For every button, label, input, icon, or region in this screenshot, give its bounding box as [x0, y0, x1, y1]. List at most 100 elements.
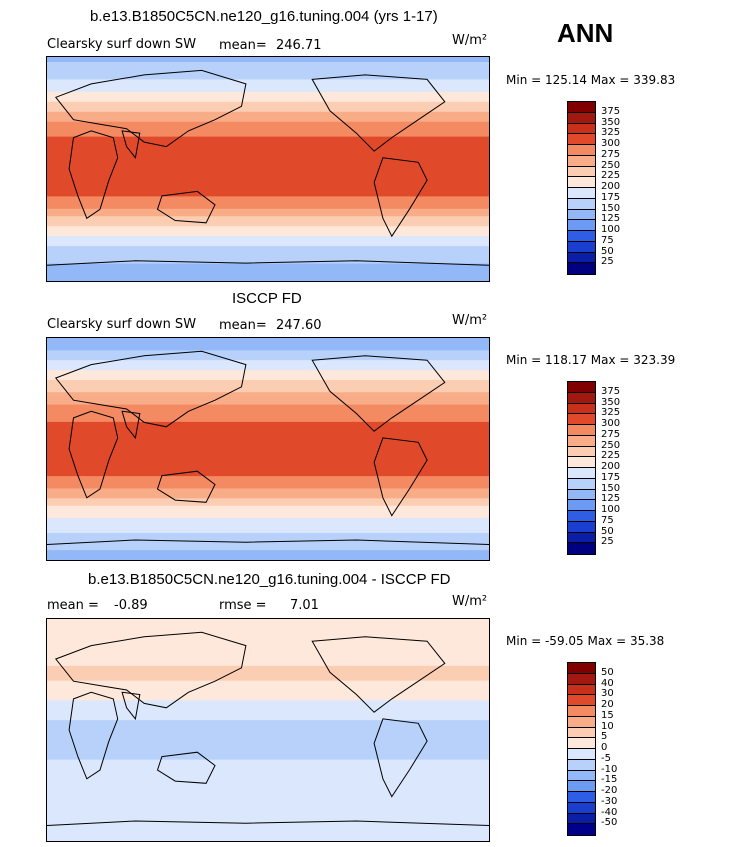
mean-label-obs: mean=	[219, 318, 267, 333]
lat-band	[47, 146, 489, 150]
lat-band	[47, 663, 489, 667]
colorbar-box	[568, 241, 595, 253]
lat-band	[47, 784, 489, 788]
lat-band	[47, 99, 489, 103]
colorbar-tick-label: 100	[601, 504, 621, 515]
lat-band	[47, 119, 489, 123]
lat-band	[47, 791, 489, 795]
colorbar-box	[568, 209, 595, 221]
colorbar-box	[568, 781, 595, 792]
colorbar-box	[568, 770, 595, 782]
lat-band	[47, 715, 489, 719]
lat-band	[47, 483, 489, 487]
colorbar-tick-label: 225	[601, 170, 621, 182]
colorbar-box	[568, 695, 595, 706]
lat-band	[47, 471, 489, 475]
lat-band	[47, 476, 489, 480]
lat-band	[47, 550, 489, 554]
colorbar-box	[568, 468, 595, 479]
lat-band	[47, 643, 489, 647]
mean-value-diff: -0.89	[114, 598, 148, 613]
lat-band	[47, 66, 489, 71]
rmse-value-diff: 7.01	[290, 598, 319, 613]
colorbar-box	[568, 263, 595, 274]
lat-band	[47, 774, 489, 778]
coastline	[156, 470, 216, 503]
lat-band	[47, 744, 489, 748]
lat-band	[47, 382, 489, 386]
lat-band	[47, 233, 489, 237]
colorbar-box	[568, 532, 595, 544]
lat-band	[47, 340, 489, 344]
lat-band	[47, 816, 489, 820]
lat-band	[47, 253, 489, 257]
lat-band	[47, 241, 489, 245]
map-model	[46, 56, 490, 282]
colorbar-box	[568, 403, 595, 415]
colorbar-tick-label: 375	[601, 385, 621, 397]
lat-band	[47, 636, 489, 640]
lat-band	[47, 218, 489, 222]
variable-label-model: Clearsky surf down SW	[47, 37, 197, 52]
lat-band	[47, 76, 489, 80]
lat-band	[47, 414, 489, 418]
lat-band	[47, 547, 489, 551]
colorbar-box	[568, 252, 595, 264]
lat-band	[47, 198, 489, 202]
lat-band	[47, 407, 489, 411]
lat-band	[47, 101, 489, 105]
lat-band	[47, 94, 489, 98]
units-label-diff: W/m²	[452, 594, 488, 609]
lat-band	[47, 769, 489, 773]
lat-band	[47, 121, 489, 125]
lat-band	[47, 665, 489, 669]
lat-band	[47, 402, 489, 406]
colorbar-tick-label: 275	[601, 148, 621, 160]
lat-band	[47, 176, 489, 180]
lat-band	[47, 727, 489, 731]
lat-band	[47, 156, 489, 160]
lat-band	[47, 362, 489, 366]
lat-band	[47, 811, 489, 815]
lat-band	[47, 377, 489, 381]
lat-band	[47, 246, 489, 250]
lat-band	[47, 273, 489, 277]
lat-band	[47, 355, 489, 359]
colorbar-box	[568, 792, 595, 803]
colorbar-box	[568, 759, 595, 771]
colorbar-diff	[567, 662, 596, 836]
lat-band	[47, 804, 489, 808]
colorbar-tick-label: -50	[601, 817, 618, 829]
colorbar-box	[568, 177, 595, 188]
lat-band	[47, 757, 489, 761]
lat-band	[47, 59, 489, 63]
lat-band	[47, 89, 489, 93]
lat-band	[47, 702, 489, 706]
lat-band	[47, 271, 489, 275]
season-label: ANN	[557, 18, 614, 48]
colorbar-tick-label: 5	[601, 731, 608, 743]
colorbar-tick-label: 325	[601, 127, 621, 139]
colorbar-box	[568, 684, 595, 696]
colorbar-tick-label: 10	[601, 720, 614, 732]
lat-band	[47, 823, 489, 827]
lat-band	[47, 106, 489, 110]
lat-band	[47, 434, 489, 438]
coastline	[68, 130, 119, 220]
lat-band	[47, 409, 489, 413]
lat-band	[47, 266, 489, 270]
colorbar-tick-label: 300	[601, 138, 621, 149]
lat-band	[47, 498, 489, 502]
lat-band	[47, 397, 489, 401]
lat-band	[47, 838, 489, 841]
minmax-model: Min = 125.14 Max = 339.83	[506, 73, 676, 87]
coastline	[54, 631, 247, 709]
lat-band	[47, 478, 489, 482]
lat-band	[47, 670, 489, 674]
lat-band	[47, 104, 489, 108]
lat-band	[47, 734, 489, 738]
lat-band	[47, 64, 489, 68]
lat-band	[47, 493, 489, 497]
lat-band	[47, 463, 489, 467]
colorbar-tick-label: 200	[601, 181, 621, 192]
